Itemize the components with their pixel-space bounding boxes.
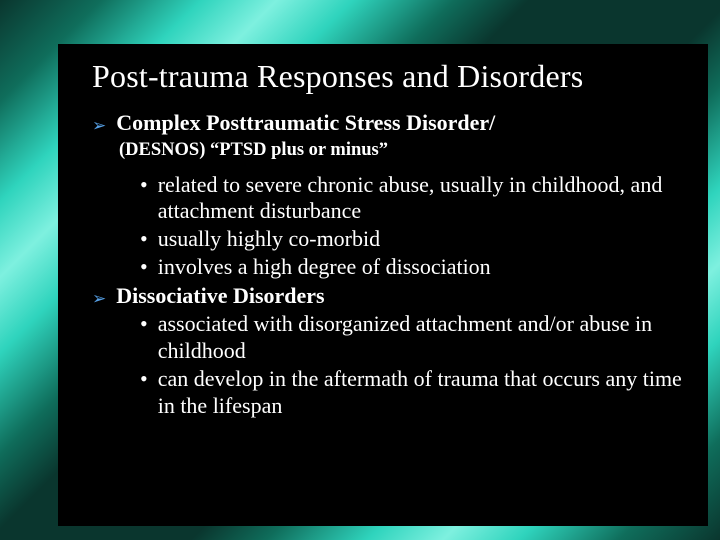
arrow-bullet-icon: ➢ [92, 115, 106, 136]
arrow-bullet-icon: ➢ [92, 288, 106, 309]
sub-bullet-text: involves a high degree of dissociation [158, 254, 491, 281]
dot-bullet-icon: • [140, 172, 148, 199]
sub-list: • associated with disorganized attachmen… [140, 311, 684, 419]
sub-bullet: • related to severe chronic abuse, usual… [140, 172, 684, 226]
sub-bullet-text: associated with disorganized attachment … [158, 311, 684, 365]
list-item: ➢ Complex Posttraumatic Stress Disorder/ [92, 109, 684, 137]
slide-body: Post-trauma Responses and Disorders ➢ Co… [58, 44, 708, 526]
slide-frame: Post-trauma Responses and Disorders ➢ Co… [0, 0, 720, 540]
sub-bullet: • involves a high degree of dissociation [140, 254, 684, 281]
item-heading: Complex Posttraumatic Stress Disorder/ [116, 109, 495, 137]
sub-bullet: • usually highly co-morbid [140, 226, 684, 253]
slide-content: ➢ Complex Posttraumatic Stress Disorder/… [92, 109, 684, 420]
dot-bullet-icon: • [140, 226, 148, 253]
sub-list: • related to severe chronic abuse, usual… [140, 172, 684, 281]
sub-bullet: • associated with disorganized attachmen… [140, 311, 684, 365]
item-subtitle: (DESNOS) “PTSD plus or minus” [119, 139, 684, 162]
dot-bullet-icon: • [140, 254, 148, 281]
dot-bullet-icon: • [140, 366, 148, 393]
sub-bullet: • can develop in the aftermath of trauma… [140, 366, 684, 420]
dot-bullet-icon: • [140, 311, 148, 338]
list-item: ➢ Dissociative Disorders [92, 282, 684, 310]
sub-bullet-text: usually highly co-morbid [158, 226, 380, 253]
sub-bullet-text: can develop in the aftermath of trauma t… [158, 366, 684, 420]
sub-bullet-text: related to severe chronic abuse, usually… [158, 172, 684, 226]
item-heading: Dissociative Disorders [116, 282, 324, 310]
slide-title: Post-trauma Responses and Disorders [92, 58, 684, 95]
